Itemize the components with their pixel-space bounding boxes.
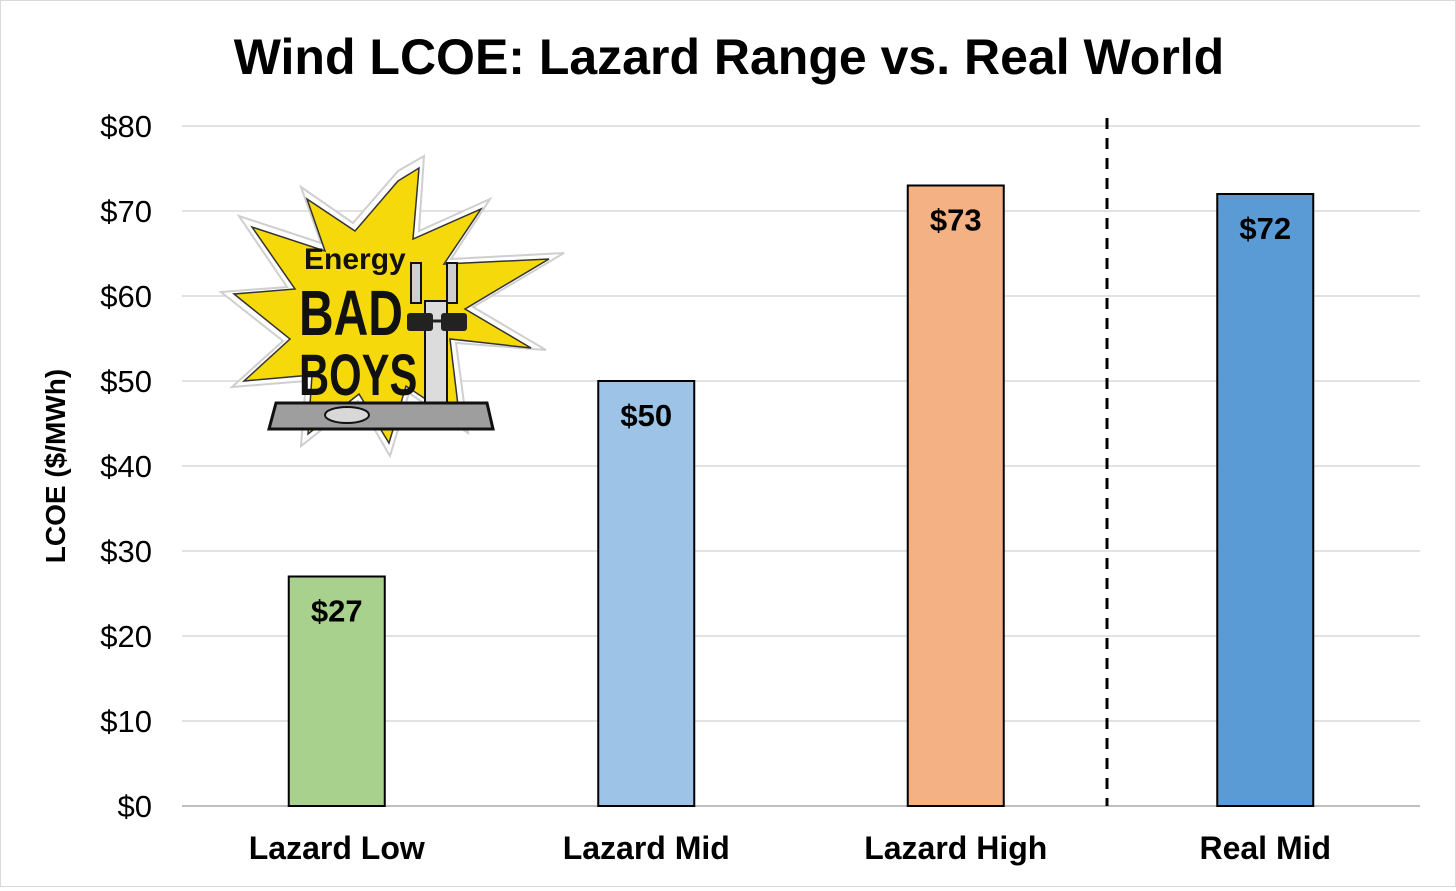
y-tick-label: $30 [100,534,152,569]
chart-title: Wind LCOE: Lazard Range vs. Real World [234,29,1224,85]
outlet-plate [267,401,495,431]
bar-lazard-mid [597,380,696,807]
data-labels: $27 $50 $73 $72 [311,203,1291,629]
bar-real-mid [1216,193,1315,807]
plug-icon [407,262,467,412]
logo-word-boys: BOYS [299,342,417,407]
category-label: Real Mid [1199,830,1331,866]
category-label: Lazard High [864,830,1047,866]
y-tick-label: $70 [100,194,152,229]
energy-bad-boys-logo: Energy BAD BOYS [218,154,565,459]
bar-lazard-high [906,184,1005,807]
y-tick-label: $0 [118,789,152,824]
bars [287,184,1315,807]
y-axis-ticks: $0 $10 $20 $30 $40 $50 $60 $70 $80 [100,109,152,824]
category-labels: Lazard Low Lazard Mid Lazard High Real Mid [249,830,1331,866]
data-label: $27 [311,594,363,629]
y-tick-label: $10 [100,704,152,739]
y-tick-label: $40 [100,449,152,484]
y-tick-label: $60 [100,279,152,314]
category-label: Lazard Low [249,830,425,866]
y-tick-label: $50 [100,364,152,399]
category-label: Lazard Mid [563,830,730,866]
y-tick-label: $80 [100,109,152,144]
data-label: $72 [1239,211,1291,246]
data-label: $50 [620,398,672,433]
data-label: $73 [930,203,982,238]
y-tick-label: $20 [100,619,152,654]
y-axis-label: LCOE ($/MWh) [40,369,71,563]
logo-word-energy: Energy [304,243,406,276]
bar-lazard-low [287,575,386,807]
logo-word-bad: BAD [299,277,403,348]
outlet-socket [324,406,370,424]
